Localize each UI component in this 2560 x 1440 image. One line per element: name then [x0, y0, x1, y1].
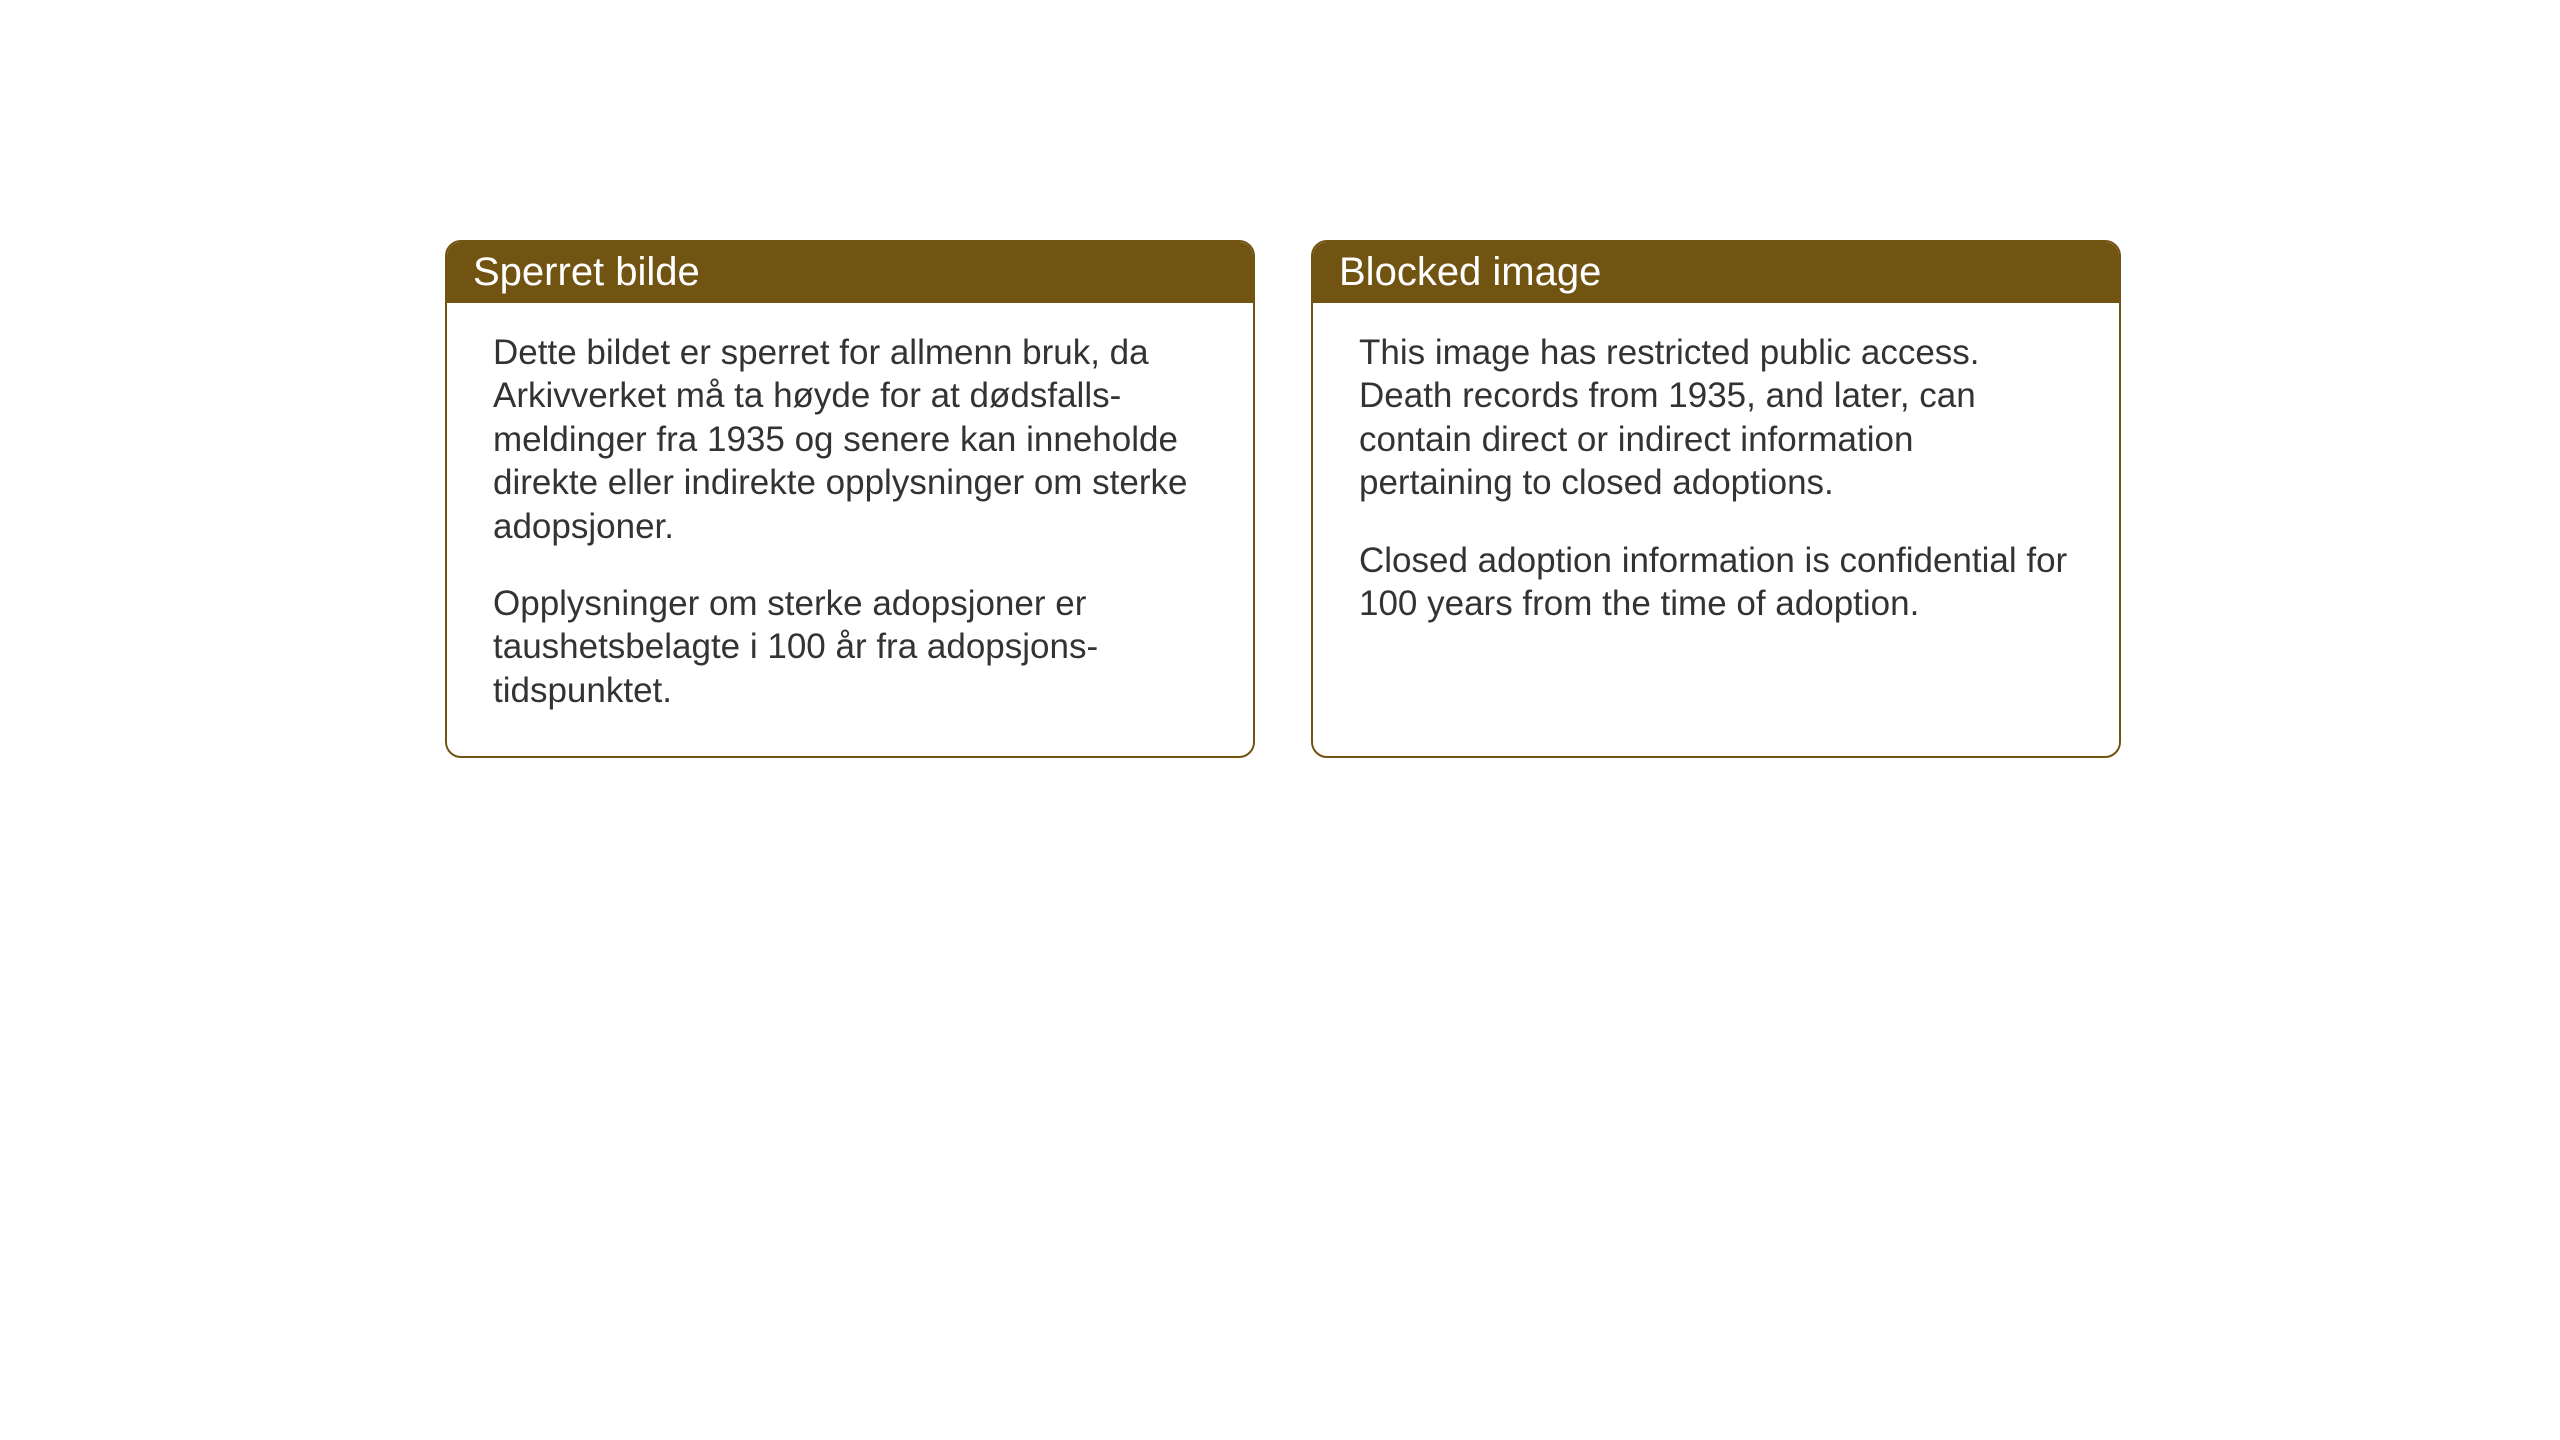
card-paragraph-norwegian-1: Dette bildet er sperret for allmenn bruk…	[493, 331, 1207, 548]
card-title-norwegian: Sperret bilde	[473, 250, 700, 294]
card-header-norwegian: Sperret bilde	[447, 242, 1253, 303]
card-body-english: This image has restricted public access.…	[1313, 303, 2119, 669]
card-body-norwegian: Dette bildet er sperret for allmenn bruk…	[447, 303, 1253, 756]
notice-container: Sperret bilde Dette bildet er sperret fo…	[0, 0, 2560, 758]
notice-card-norwegian: Sperret bilde Dette bildet er sperret fo…	[445, 240, 1255, 758]
card-paragraph-norwegian-2: Opplysninger om sterke adopsjoner er tau…	[493, 582, 1207, 712]
card-header-english: Blocked image	[1313, 242, 2119, 303]
card-title-english: Blocked image	[1339, 250, 1601, 294]
card-paragraph-english-1: This image has restricted public access.…	[1359, 331, 2073, 505]
card-paragraph-english-2: Closed adoption information is confident…	[1359, 539, 2073, 626]
notice-card-english: Blocked image This image has restricted …	[1311, 240, 2121, 758]
